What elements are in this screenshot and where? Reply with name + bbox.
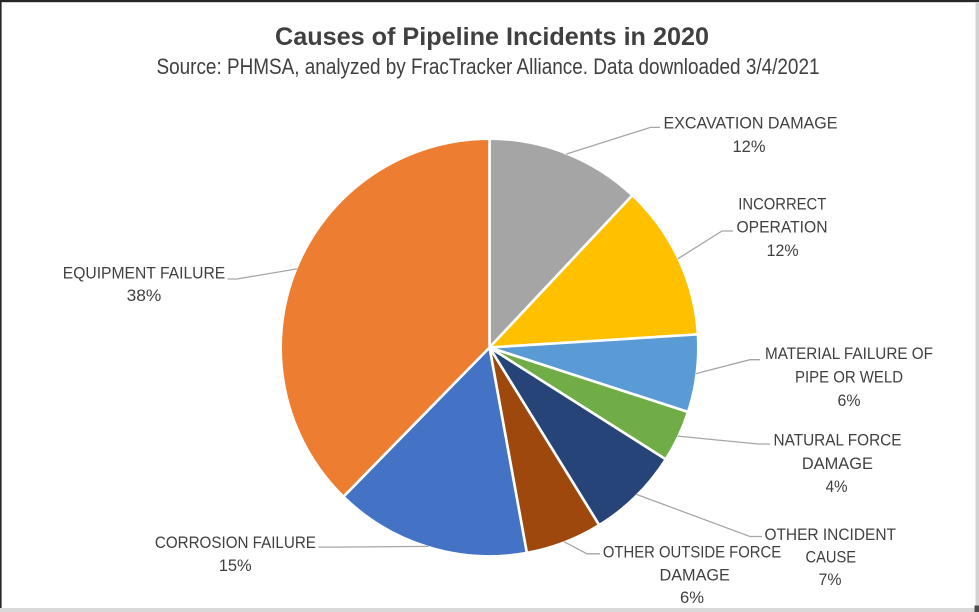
svg-text:4%: 4%: [826, 477, 848, 496]
svg-text:EQUIPMENT FAILURE: EQUIPMENT FAILURE: [63, 264, 226, 283]
svg-text:15%: 15%: [219, 556, 252, 575]
svg-text:6%: 6%: [680, 588, 704, 607]
svg-text:12%: 12%: [733, 137, 766, 156]
svg-text:DAMAGE: DAMAGE: [660, 565, 730, 584]
svg-text:OTHER INCIDENT: OTHER INCIDENT: [764, 525, 896, 544]
svg-text:NATURAL FORCE: NATURAL FORCE: [774, 431, 902, 450]
svg-text:CORROSION FAILURE: CORROSION FAILURE: [155, 533, 316, 552]
svg-text:Source: PHMSA, analyzed by Fra: Source: PHMSA, analyzed by FracTracker A…: [157, 54, 820, 79]
svg-text:7%: 7%: [819, 570, 842, 589]
svg-text:12%: 12%: [767, 241, 799, 260]
svg-text:INCORRECT: INCORRECT: [738, 194, 826, 213]
svg-text:Causes of Pipeline Incidents i: Causes of Pipeline Incidents in 2020: [275, 24, 709, 51]
svg-text:OPERATION: OPERATION: [737, 218, 828, 237]
svg-text:6%: 6%: [838, 391, 861, 410]
svg-text:OTHER OUTSIDE FORCE: OTHER OUTSIDE FORCE: [603, 543, 781, 562]
svg-text:38%: 38%: [127, 286, 162, 305]
svg-text:PIPE OR WELD: PIPE OR WELD: [795, 368, 903, 387]
svg-text:EXCAVATION DAMAGE: EXCAVATION DAMAGE: [664, 113, 838, 132]
svg-text:MATERIAL FAILURE OF: MATERIAL FAILURE OF: [765, 344, 933, 363]
svg-text:DAMAGE: DAMAGE: [802, 454, 873, 473]
svg-text:CAUSE: CAUSE: [806, 548, 857, 567]
